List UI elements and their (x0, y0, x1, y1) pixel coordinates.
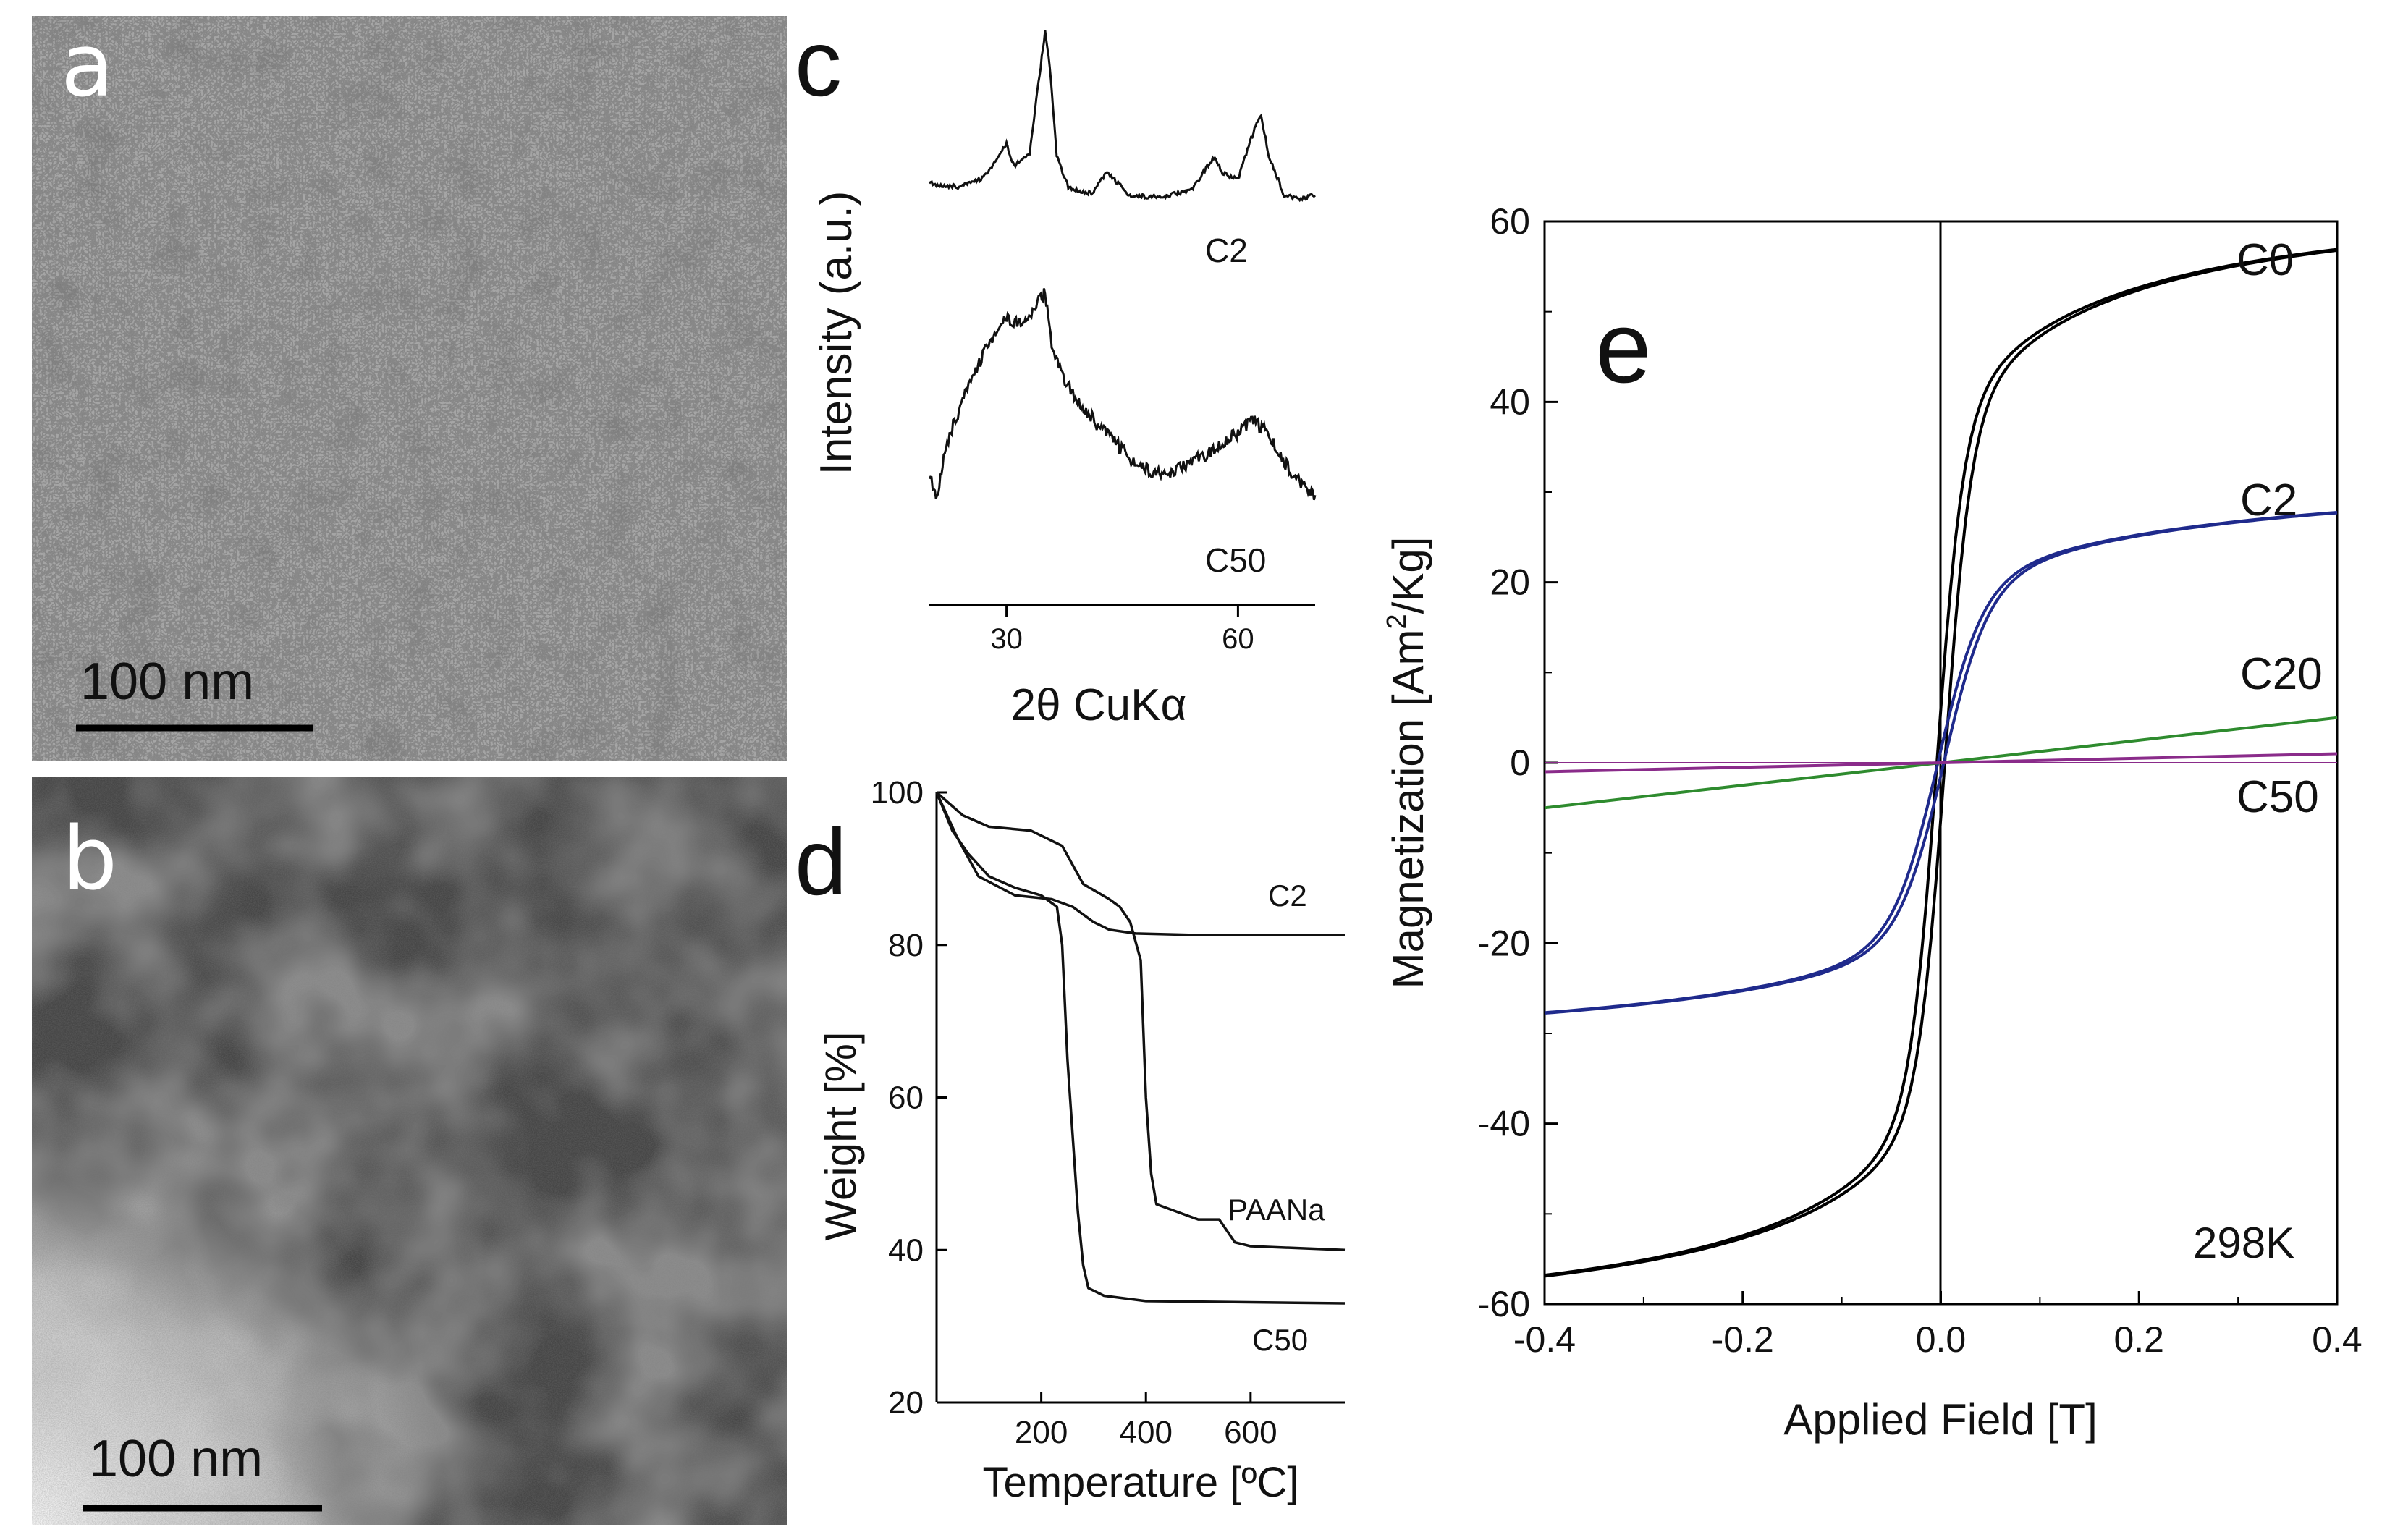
mag-series-c0-up (1544, 248, 2338, 1277)
mag-y-tick-label: 40 (1490, 381, 1530, 422)
mag-y-axis-label-post: /Kg] (1384, 537, 1432, 614)
xrd-series (928, 30, 1317, 501)
mag-series-c2-down (1544, 511, 2338, 1015)
tga-x-axis-label: Temperature [ºC] (982, 1459, 1298, 1506)
mag-y-tick-label: 0 (1510, 742, 1530, 783)
mag-x-tick-label: -0.4 (1513, 1319, 1576, 1360)
mag-label-c50: C50 (2237, 772, 2319, 822)
tga-y-axis-label: Weight [%] (816, 1031, 865, 1240)
tga-y-tick-label: 100 (871, 775, 924, 811)
tga-series-c50 (935, 792, 1346, 1305)
xrd-x-tick-label: 30 (990, 623, 1023, 655)
xrd-label-c2: C2 (1205, 232, 1248, 269)
tga-y-tick-label: 20 (888, 1385, 924, 1421)
mag-y-tick-label: -20 (1478, 923, 1530, 963)
mag-series-c0-down (1544, 248, 2338, 1278)
panel-letter-b: b (62, 809, 117, 910)
xrd-series-c50 (928, 288, 1317, 501)
tga-chart: d Weight [%] 200 400 600 20 40 60 80 100 C2 PAA… (795, 775, 1346, 1506)
panel-letter-a: a (61, 16, 114, 117)
tga-x-tick-label: 600 (1224, 1415, 1277, 1450)
panel-letter-c: c (795, 10, 842, 116)
mag-y-tick-label: -60 (1478, 1284, 1530, 1324)
mag-y-tick-label: 60 (1490, 201, 1530, 242)
mag-x-axis-label: Applied Field [T] (1783, 1395, 2098, 1444)
mag-ticks: -0.4 -0.2 0.0 0.2 0.4 -60 -40 -20 0 20 40 60 (1478, 201, 2362, 1360)
tga-series (935, 791, 1346, 1305)
mag-series (1544, 248, 2338, 1278)
tga-x-tick-label: 200 (1015, 1415, 1068, 1450)
tga-label-c50: C50 (1252, 1323, 1308, 1357)
xrd-series-c2 (928, 30, 1316, 203)
xrd-x-axis-label: 2θ CuKα (1011, 680, 1187, 730)
tga-ticks: 200 400 600 20 40 60 80 100 (871, 775, 1277, 1450)
tga-y-tick-label: 40 (888, 1232, 924, 1268)
mag-y-axis-label-pre: Magnetization [Am (1384, 629, 1432, 989)
mag-x-tick-label: 0.0 (1916, 1319, 1967, 1360)
tga-y-tick-label: 60 (888, 1080, 924, 1116)
mag-x-tick-label: 0.4 (2312, 1319, 2362, 1360)
tga-x-tick-label: 400 (1120, 1415, 1173, 1450)
magnetization-chart: -0.4 -0.2 0.0 0.2 0.4 -60 -40 -20 0 20 40 60 e C0 C… (1382, 201, 2362, 1444)
mag-y-axis-label: Magnetization [Am2/Kg] (1382, 537, 1432, 989)
panel-letter-d: d (795, 809, 847, 915)
scale-bar-label-b: 100 nm (89, 1430, 263, 1488)
xrd-y-axis-label: Intensity (a.u.) (811, 191, 861, 475)
panel-letter-e: e (1595, 290, 1652, 404)
mag-temperature-label: 298K (2193, 1219, 2294, 1267)
tga-label-paana: PAANa (1228, 1193, 1325, 1227)
xrd-x-ticks: 30 60 (990, 605, 1254, 655)
tga-series-paana (935, 791, 1346, 1252)
mag-label-c0: C0 (2237, 235, 2294, 285)
mag-y-tick-label: -40 (1478, 1104, 1530, 1144)
tem-image-b (32, 777, 787, 1525)
mag-x-tick-label: 0.2 (2113, 1319, 2164, 1360)
tga-y-tick-label: 80 (888, 928, 924, 963)
scale-bar-label-a: 100 nm (80, 653, 254, 711)
mag-x-tick-label: -0.2 (1712, 1319, 1774, 1360)
tga-series-c2 (935, 792, 1345, 936)
mag-y-tick-label: 20 (1490, 562, 1530, 603)
xrd-label-c50: C50 (1205, 541, 1266, 579)
mag-y-axis-label-sup: 2 (1382, 614, 1412, 629)
xrd-x-tick-label: 60 (1222, 623, 1254, 655)
tem-image-a (32, 16, 787, 761)
mag-label-c2: C2 (2240, 475, 2297, 525)
mag-label-c20: C20 (2240, 649, 2323, 699)
xrd-chart: c Intensity (a.u.) 30 60 C2 C50 2θ CuKα (795, 10, 1317, 730)
tga-label-c2: C2 (1268, 879, 1307, 913)
